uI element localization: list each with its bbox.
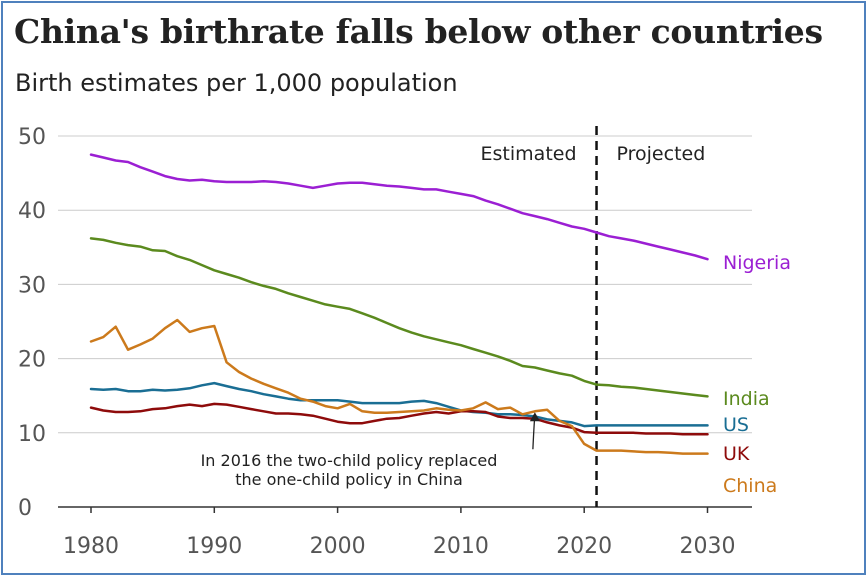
series-label-china: China (723, 475, 777, 497)
series-line-us (89, 381, 709, 428)
projected-label: Projected (617, 143, 706, 165)
annotation-arrowhead (529, 412, 540, 422)
estimated-label: Estimated (481, 143, 577, 165)
series-labels: Nigeria India US UK China (723, 252, 791, 497)
x-tick-label: 2000 (310, 534, 366, 559)
series-line-india (89, 237, 709, 398)
y-tick-label: 50 (18, 125, 46, 150)
chart-title: China's birthrate falls below other coun… (14, 12, 823, 51)
x-axis: 1980 1990 2000 2010 2020 2030 (58, 506, 752, 559)
y-tick-label: 10 (18, 422, 46, 447)
annotation-text-line-1: In 2016 the two-child policy replaced (201, 451, 498, 470)
series-label-uk: UK (723, 443, 750, 465)
policy-annotation: In 2016 the two-child policy replacedthe… (201, 412, 540, 489)
series-lines (89, 153, 709, 455)
series-label-india: India (723, 388, 770, 410)
x-tick-label: 2010 (433, 534, 489, 559)
annotation-text-line-2: the one-child policy in China (235, 470, 463, 489)
y-tick-label: 0 (18, 496, 32, 521)
y-tick-label: 20 (18, 348, 46, 373)
series-label-us: US (723, 414, 749, 436)
y-tick-label: 40 (18, 199, 46, 224)
series-label-nigeria: Nigeria (723, 252, 791, 274)
x-tick-label: 2030 (680, 534, 736, 559)
series-line-nigeria (89, 153, 709, 261)
chart-subtitle: Birth estimates per 1,000 population (15, 69, 458, 97)
estimated-projected-divider: Estimated Projected (481, 126, 706, 507)
x-tick-label: 1990 (186, 534, 242, 559)
x-tick-label: 1980 (63, 534, 119, 559)
y-tick-label: 30 (18, 273, 46, 298)
x-tick-label: 2020 (556, 534, 612, 559)
series-line-china (89, 318, 709, 455)
series-line-uk (89, 402, 709, 436)
y-axis-ticks: 0 10 20 30 40 50 (18, 125, 46, 521)
